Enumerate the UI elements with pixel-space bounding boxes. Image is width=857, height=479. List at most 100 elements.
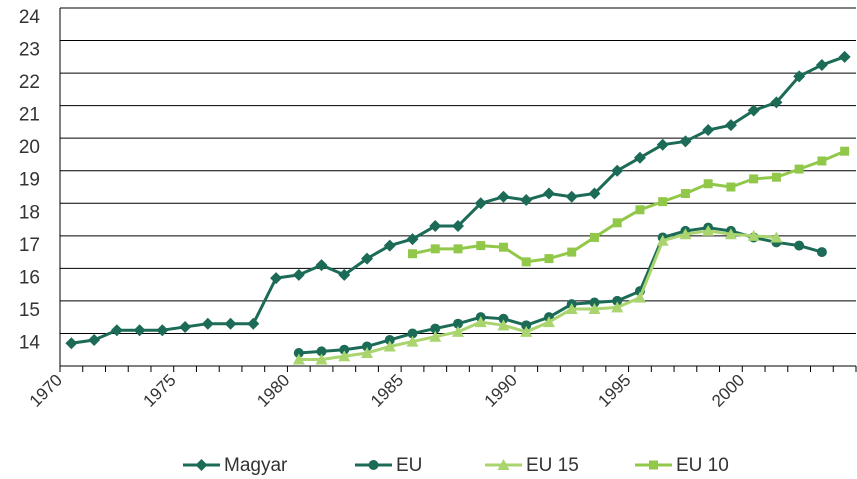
marker	[588, 303, 601, 315]
marker	[316, 346, 327, 357]
series-line	[298, 229, 777, 361]
marker	[567, 247, 577, 257]
marker	[656, 138, 669, 151]
marker	[361, 252, 374, 265]
marker	[474, 197, 487, 210]
marker	[156, 324, 169, 337]
x-tick-label: 1970	[26, 371, 66, 411]
marker	[840, 146, 850, 156]
x-tick-label: 1975	[140, 371, 180, 411]
marker	[612, 295, 623, 306]
marker	[476, 241, 486, 251]
marker	[589, 297, 600, 308]
y-tick-label: 19	[19, 170, 40, 191]
marker	[635, 205, 645, 215]
marker	[293, 347, 304, 358]
marker	[498, 242, 508, 252]
x-tick-label: 1980	[253, 371, 293, 411]
marker	[749, 174, 759, 184]
marker	[497, 319, 510, 331]
marker	[292, 353, 305, 365]
y-tick-label: 17	[19, 235, 40, 256]
x-tick-label: 2000	[708, 371, 748, 411]
legend-label: EU 10	[676, 455, 729, 476]
marker	[133, 324, 146, 337]
marker	[88, 333, 101, 346]
marker	[612, 218, 622, 228]
marker	[497, 459, 510, 470]
y-tick-label: 15	[19, 300, 40, 321]
marker	[588, 187, 601, 200]
marker	[65, 337, 78, 350]
marker	[452, 220, 464, 233]
marker	[429, 220, 442, 233]
marker	[406, 335, 419, 347]
marker	[702, 124, 715, 137]
marker	[770, 231, 783, 243]
marker	[521, 320, 532, 331]
marker	[429, 330, 442, 342]
marker	[726, 182, 736, 192]
x-tick-label: 1995	[594, 371, 634, 411]
marker	[497, 190, 510, 203]
marker	[368, 460, 379, 470]
y-tick-label: 14	[19, 332, 41, 353]
marker	[542, 316, 555, 328]
marker	[474, 316, 487, 328]
marker	[520, 325, 533, 337]
marker	[589, 232, 599, 242]
marker	[542, 187, 555, 200]
marker	[611, 301, 624, 313]
marker	[793, 70, 806, 83]
marker	[430, 244, 440, 254]
marker	[195, 459, 208, 471]
legend-label: Magyar	[224, 455, 288, 476]
marker	[679, 135, 692, 148]
marker	[338, 350, 351, 362]
marker	[384, 334, 395, 345]
marker	[771, 172, 781, 182]
series-line	[71, 55, 846, 345]
y-tick-label: 23	[19, 40, 40, 61]
marker	[656, 234, 669, 246]
marker	[453, 318, 463, 329]
legend-label: EU 15	[526, 455, 579, 476]
marker	[794, 240, 805, 251]
marker	[747, 229, 760, 241]
x-tick-label: 1990	[481, 371, 521, 411]
marker	[611, 164, 624, 177]
marker	[702, 224, 715, 236]
marker	[338, 268, 351, 281]
marker	[430, 323, 441, 334]
marker	[224, 317, 237, 330]
marker	[362, 341, 373, 352]
y-tick-label: 16	[19, 267, 40, 288]
series-line	[298, 226, 823, 355]
marker	[817, 156, 827, 166]
marker	[453, 244, 463, 254]
y-tick-label: 24	[19, 7, 41, 28]
y-tick-label: 18	[19, 202, 40, 223]
marker	[339, 344, 350, 355]
marker	[770, 96, 783, 109]
marker	[406, 233, 419, 246]
marker	[383, 340, 396, 352]
marker	[179, 320, 192, 333]
marker	[633, 151, 646, 164]
marker	[724, 228, 737, 240]
x-tick-label: 1985	[367, 371, 407, 411]
marker	[452, 325, 464, 337]
marker	[315, 259, 328, 272]
marker	[315, 353, 328, 365]
marker	[201, 317, 214, 330]
marker	[383, 239, 396, 252]
y-tick-label: 21	[19, 105, 40, 126]
marker	[361, 346, 374, 358]
marker	[565, 190, 578, 203]
marker	[679, 228, 692, 240]
marker	[747, 104, 760, 117]
marker	[520, 194, 533, 207]
marker	[838, 50, 851, 63]
marker	[815, 58, 828, 71]
